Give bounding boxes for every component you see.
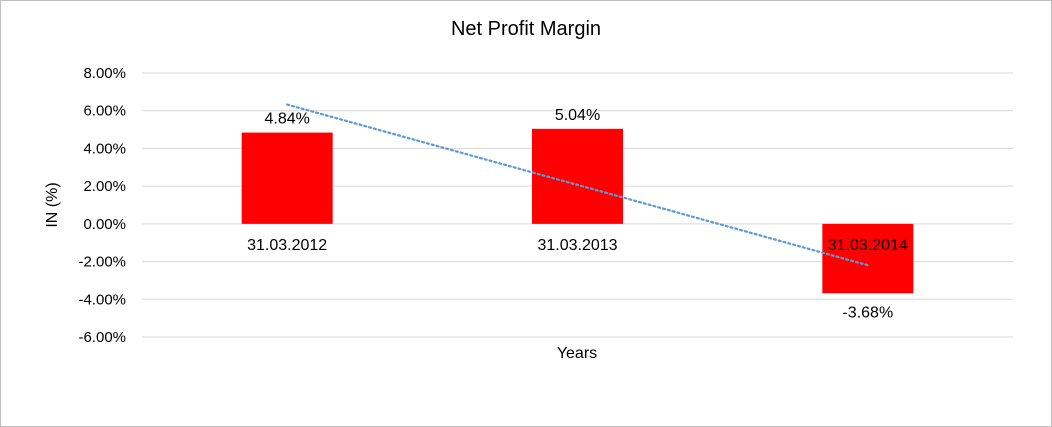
y-tick-labels: 8.00% 6.00% 4.00% 2.00% 0.00% -2.00% -4.00% -6.… (78, 65, 126, 346)
labels: 4.84% 31.03.2012 5.04% 31.03.2013 -3.68% 31.0… (247, 107, 908, 321)
x-axis-title: Years (557, 345, 597, 362)
data-label: 5.04% (555, 107, 600, 124)
chart-title: Net Profit Margin (450, 18, 602, 40)
y-tick-label: 0.00% (83, 216, 126, 233)
category-label: 31.03.2012 (247, 237, 327, 254)
y-tick-label: -6.00% (78, 329, 126, 346)
bar (822, 223, 914, 294)
y-tick-label: -4.00% (78, 291, 126, 308)
category-label: 31.03.2014 (828, 237, 908, 254)
category-label: 31.03.2013 (537, 237, 617, 254)
data-label: 4.84% (264, 111, 309, 128)
bar (532, 128, 623, 224)
bar (241, 132, 333, 224)
bars (241, 128, 914, 294)
y-tick-label: 2.00% (83, 178, 126, 195)
y-tick-label: 8.00% (83, 65, 126, 82)
trendline (286, 103, 869, 267)
trendline-group (286, 103, 869, 267)
y-axis-title: IN (%) (44, 182, 61, 227)
data-label: -3.68% (842, 304, 893, 321)
y-tick-label: -2.00% (78, 254, 126, 271)
y-tick-label: 4.00% (83, 140, 126, 157)
y-tick-label: 6.00% (83, 103, 126, 120)
